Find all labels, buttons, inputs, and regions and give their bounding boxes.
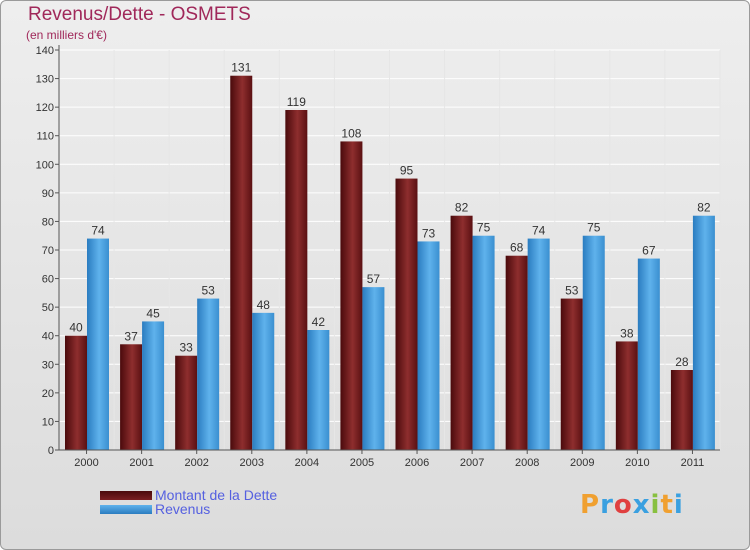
y-tick-label: 60 bbox=[42, 274, 54, 286]
x-tick-label: 2008 bbox=[515, 457, 539, 469]
y-tick-label: 10 bbox=[42, 416, 54, 428]
y-tick-label: 90 bbox=[42, 188, 54, 200]
data-label: 53 bbox=[565, 284, 579, 298]
bar-debt bbox=[395, 178, 418, 451]
chart-subtitle: (en milliers d'€) bbox=[26, 28, 107, 42]
bar-debt bbox=[505, 255, 528, 450]
bar-revenue bbox=[582, 235, 605, 450]
bar-debt bbox=[560, 298, 583, 450]
y-tick-label: 140 bbox=[36, 45, 54, 57]
chart-title: Revenus/Dette - OSMETS bbox=[28, 4, 251, 25]
data-label: 28 bbox=[675, 355, 689, 369]
data-label: 48 bbox=[257, 298, 271, 312]
data-label: 37 bbox=[124, 329, 138, 343]
y-tick-label: 80 bbox=[42, 216, 54, 228]
data-label: 74 bbox=[91, 224, 105, 238]
y-tick-label: 110 bbox=[36, 131, 54, 143]
bar-revenue bbox=[417, 241, 440, 450]
data-label: 73 bbox=[422, 226, 436, 240]
bar-debt bbox=[120, 344, 143, 450]
data-label: 40 bbox=[69, 321, 83, 335]
bar-debt bbox=[340, 141, 363, 450]
legend-label-debt: Montant de la Dette bbox=[155, 487, 278, 503]
bar-debt bbox=[450, 215, 473, 450]
y-tick-label: 50 bbox=[42, 302, 54, 314]
y-tick-label: 130 bbox=[36, 74, 54, 86]
y-tick-label: 100 bbox=[36, 159, 54, 171]
data-label: 42 bbox=[312, 315, 326, 329]
x-tick-label: 2004 bbox=[295, 457, 319, 469]
data-label: 53 bbox=[201, 284, 215, 298]
legend-swatch-revenue bbox=[100, 504, 152, 514]
y-tick-label: 40 bbox=[42, 331, 54, 343]
data-label: 38 bbox=[620, 326, 634, 340]
data-label: 95 bbox=[400, 164, 414, 178]
bar-revenue bbox=[472, 235, 495, 450]
logo-letter: i bbox=[650, 490, 661, 520]
legend-swatch-debt bbox=[100, 490, 152, 500]
logo-letter: r bbox=[600, 490, 614, 520]
x-tick-label: 2001 bbox=[129, 457, 153, 469]
data-label: 131 bbox=[231, 61, 251, 75]
data-label: 75 bbox=[477, 221, 491, 235]
data-label: 67 bbox=[642, 244, 656, 258]
y-tick-label: 120 bbox=[36, 102, 54, 114]
x-tick-label: 2011 bbox=[681, 457, 705, 469]
bar-debt bbox=[175, 355, 198, 450]
x-tick-label: 2009 bbox=[570, 457, 594, 469]
bar-revenue bbox=[362, 287, 385, 450]
legend-label-revenue: Revenus bbox=[155, 501, 211, 517]
legend-item-revenue: Revenus bbox=[100, 501, 211, 517]
bar-revenue bbox=[692, 215, 715, 450]
data-label: 108 bbox=[341, 126, 361, 140]
bar-revenue bbox=[87, 238, 109, 450]
logo-letter: i bbox=[673, 490, 684, 520]
y-tick-label: 20 bbox=[42, 388, 54, 400]
data-label: 33 bbox=[179, 341, 193, 355]
proxiti-logo: Proxiti bbox=[580, 490, 684, 520]
bar-revenue bbox=[637, 258, 660, 450]
logo-letter: P bbox=[580, 490, 601, 520]
x-tick-label: 2005 bbox=[350, 457, 374, 469]
logo-letter: t bbox=[660, 490, 674, 520]
bar-revenue bbox=[307, 330, 330, 450]
logo-letter: o bbox=[613, 490, 633, 520]
bar-debt bbox=[285, 110, 308, 450]
y-tick-label: 0 bbox=[48, 445, 54, 457]
data-label: 68 bbox=[510, 241, 524, 255]
bar-revenue bbox=[252, 312, 275, 450]
legend-item-debt: Montant de la Dette bbox=[100, 487, 278, 503]
bar-debt bbox=[230, 75, 253, 450]
y-tick-label: 30 bbox=[42, 359, 54, 371]
bar-revenue bbox=[197, 298, 220, 450]
bar-revenue bbox=[142, 321, 165, 450]
bar-debt bbox=[65, 335, 87, 450]
bar-debt bbox=[615, 341, 638, 450]
y-tick-label: 70 bbox=[42, 245, 54, 257]
data-label: 119 bbox=[287, 95, 306, 109]
bar-revenue bbox=[527, 238, 550, 450]
x-tick-label: 2006 bbox=[405, 457, 429, 469]
data-label: 75 bbox=[587, 221, 601, 235]
x-tick-label: 2003 bbox=[240, 457, 264, 469]
data-label: 57 bbox=[367, 272, 381, 286]
data-label: 45 bbox=[146, 306, 160, 320]
data-label: 82 bbox=[697, 201, 711, 215]
x-tick-label: 2007 bbox=[460, 457, 484, 469]
x-tick-label: 2000 bbox=[74, 457, 98, 469]
data-label: 82 bbox=[455, 201, 469, 215]
x-tick-label: 2002 bbox=[184, 457, 208, 469]
logo-letter: x bbox=[632, 490, 651, 520]
data-label: 74 bbox=[532, 224, 546, 238]
x-tick-label: 2010 bbox=[625, 457, 649, 469]
bar-debt bbox=[670, 370, 693, 450]
